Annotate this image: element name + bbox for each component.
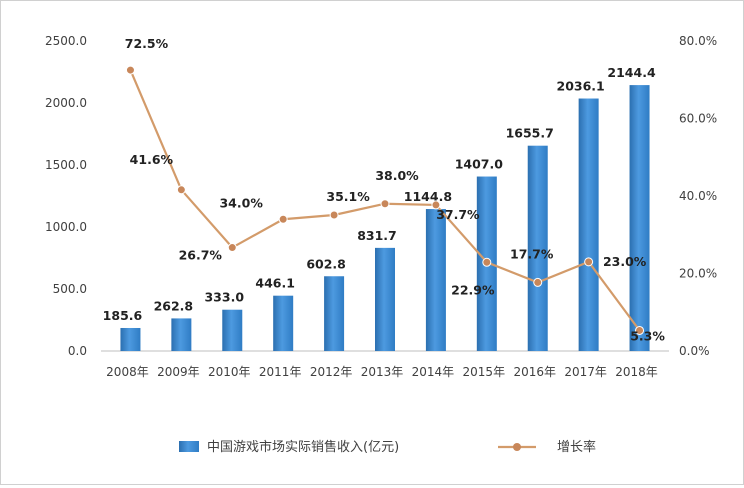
right-tick-label: 80.0% (679, 34, 717, 48)
rate-point (380, 199, 390, 209)
rate-data-label: 35.1% (326, 189, 370, 204)
rate-point (533, 277, 543, 287)
left-tick-label: 0.0 (68, 344, 87, 358)
bar (324, 276, 345, 351)
bar-data-label: 446.1 (255, 276, 295, 291)
rate-data-label: 22.9% (451, 282, 495, 297)
rate-series: 72.5% 41.6% 26.7% 34.0% 35.1% 38.0% 37.7% 22.9%… (125, 36, 666, 343)
bar-data-label: 1655.7 (506, 126, 554, 141)
left-tick-label: 2000.0 (45, 96, 87, 110)
right-tick-label: 60.0% (679, 112, 717, 126)
legend-bar-swatch (179, 441, 199, 452)
x-tick-label: 2015年 (463, 365, 506, 379)
bar-data-label: 2036.1 (557, 79, 605, 94)
bar-series: 185.6 262.8 333.0 446.1 602.8 831.7 1144.8 1407… (103, 65, 656, 352)
rate-point (431, 200, 441, 210)
bar-data-label: 602.8 (306, 256, 346, 271)
rate-point (227, 243, 237, 253)
legend: 中国游戏市场实际销售收入(亿元) 增长率 (179, 439, 596, 455)
rate-point (635, 325, 645, 335)
left-tick-label: 2500.0 (45, 34, 87, 48)
bar (578, 98, 599, 352)
rate-data-label: 5.3% (630, 328, 665, 343)
x-tick-label: 2013年 (361, 365, 404, 379)
bar (120, 327, 141, 351)
x-tick-label: 2017年 (564, 365, 607, 379)
x-tick-label: 2016年 (513, 365, 556, 379)
rate-data-label: 26.7% (179, 248, 223, 263)
rate-data-label: 17.7% (510, 246, 554, 261)
legend-bar-label: 中国游戏市场实际销售收入(亿元) (207, 439, 399, 455)
rate-point (176, 185, 186, 195)
left-tick-label: 500.0 (53, 282, 87, 296)
rate-point (584, 257, 594, 267)
bar-data-label: 2144.4 (607, 65, 656, 80)
legend-line-label: 增长率 (557, 439, 596, 455)
x-tick-label: 2009年 (157, 365, 200, 379)
rate-point (329, 210, 339, 220)
rate-data-label: 34.0% (219, 195, 263, 210)
rate-point (482, 257, 492, 267)
rate-data-label: 37.7% (436, 207, 480, 222)
x-tick-label: 2012年 (310, 365, 353, 379)
bar (222, 309, 243, 351)
legend-line-marker (513, 443, 521, 451)
x-tick-label: 2014年 (412, 365, 455, 379)
bar (375, 247, 395, 351)
bar-data-label: 831.7 (357, 228, 397, 243)
x-tick-label: 2008年 (106, 365, 149, 379)
bar-data-label: 262.8 (154, 298, 194, 313)
right-tick-label: 0.0% (679, 344, 710, 358)
bar-data-label: 1144.8 (404, 189, 452, 204)
left-tick-label: 1000.0 (45, 220, 87, 234)
bar-data-label: 333.0 (204, 290, 244, 305)
x-tick-label: 2010年 (208, 365, 251, 379)
left-tick-label: 1500.0 (45, 158, 87, 172)
right-tick-label: 40.0% (679, 189, 717, 203)
rate-data-label: 72.5% (125, 36, 169, 51)
x-tick-label: 2011年 (259, 365, 302, 379)
axes: 0.0 500.0 1000.0 1500.0 2000.0 2500.0 0.0% 20.0… (45, 34, 717, 379)
bar (629, 85, 650, 352)
bar (527, 145, 548, 351)
rate-data-label: 38.0% (375, 168, 419, 183)
bar (273, 295, 294, 351)
rate-data-label: 41.6% (130, 152, 174, 167)
bar-data-label: 1407.0 (455, 157, 504, 172)
rate-point (125, 65, 135, 75)
rate-point (278, 214, 288, 224)
right-tick-label: 20.0% (679, 267, 717, 281)
bar (171, 318, 192, 351)
bar-data-label: 185.6 (103, 308, 143, 323)
x-tick-label: 2018年 (615, 365, 658, 379)
bar (425, 209, 446, 351)
rate-data-label: 23.0% (603, 254, 647, 269)
